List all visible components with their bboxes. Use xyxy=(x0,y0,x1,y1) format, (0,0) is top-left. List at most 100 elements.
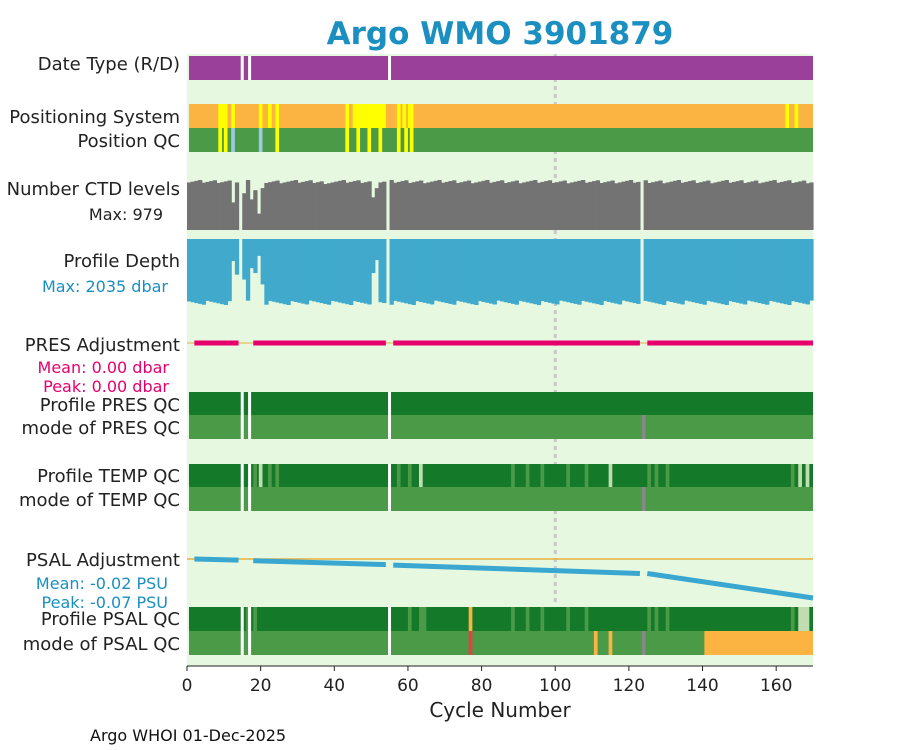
x-tick-label: 120 xyxy=(613,676,645,696)
profile-depth-column xyxy=(544,239,549,302)
ctd-levels-column xyxy=(422,183,427,230)
ctd-levels-column xyxy=(728,182,733,230)
positioning-system-band xyxy=(189,104,813,128)
ctd-levels-column xyxy=(371,197,376,230)
mode-psal-qc-mark xyxy=(704,631,813,655)
ctd-levels-column xyxy=(216,182,221,230)
ctd-levels-column xyxy=(507,182,512,230)
x-axis-ticks: 0 20 40 60 80 100 120 140 160 xyxy=(182,666,792,696)
mode-pres-qc-gap xyxy=(240,415,244,439)
ctd-levels-column xyxy=(187,182,192,230)
profile-depth-column xyxy=(768,239,774,301)
ctd-levels-column xyxy=(231,202,236,230)
profile-depth-column xyxy=(256,239,262,256)
profile-depth-column xyxy=(581,239,586,301)
profile-depth-column xyxy=(466,239,472,304)
profile-depth-column xyxy=(691,239,696,303)
profile-depth-column xyxy=(614,239,619,304)
ctd-levels-column xyxy=(801,180,807,230)
ctd-levels-column xyxy=(503,182,508,230)
ctd-levels-column xyxy=(676,180,682,230)
ctd-levels-column xyxy=(301,181,306,230)
ctd-levels-column xyxy=(750,181,755,230)
profile-depth-column xyxy=(621,239,626,301)
profile-depth-column xyxy=(533,239,538,305)
ctd-levels-column xyxy=(525,181,531,230)
profile-depth-column xyxy=(396,239,402,302)
ctd-levels-column xyxy=(783,181,788,230)
ctd-levels-column xyxy=(441,182,446,230)
positioning-system-mark xyxy=(218,104,228,128)
profile-depth-column xyxy=(367,239,372,305)
date-type-gap xyxy=(248,56,252,80)
label-psal-mean: Mean: -0.02 PSU xyxy=(36,574,168,593)
ctd-levels-column xyxy=(256,213,262,230)
ctd-levels-column xyxy=(393,182,398,230)
ctd-levels-column xyxy=(558,181,564,230)
profile-temp-qc-mark xyxy=(790,464,795,487)
label-pres-adjustment: PRES Adjustment xyxy=(25,335,180,356)
profile-depth-column xyxy=(592,239,597,304)
position-qc-mark xyxy=(409,128,414,152)
profile-depth-column xyxy=(448,239,453,304)
profile-psal-qc-mark xyxy=(584,607,589,631)
ctd-levels-column xyxy=(687,181,693,230)
ctd-levels-column xyxy=(529,180,534,230)
ctd-levels-column xyxy=(573,181,578,230)
profile-depth-column xyxy=(231,239,236,262)
profile-depth-column xyxy=(680,239,685,305)
profile-depth-column xyxy=(500,239,505,302)
profile-depth-column xyxy=(511,239,516,304)
profile-depth-column xyxy=(319,239,324,304)
profile-depth-column xyxy=(470,239,475,305)
profile-temp-qc-mark xyxy=(540,464,545,487)
positioning-system-mark xyxy=(275,104,280,128)
profile-depth-column xyxy=(245,239,251,301)
profile-depth-column xyxy=(223,239,229,305)
label-pres-mean: Mean: 0.00 dbar xyxy=(38,358,170,377)
ctd-levels-column xyxy=(566,183,571,230)
mode-psal-qc-mark xyxy=(608,631,613,655)
ctd-levels-column xyxy=(308,180,313,230)
profile-temp-qc-band xyxy=(189,464,813,487)
x-axis-label: Cycle Number xyxy=(429,698,571,722)
profile-depth-column xyxy=(632,239,637,304)
x-tick-label: 80 xyxy=(471,676,493,696)
ctd-levels-column xyxy=(805,183,810,230)
label-mode-temp-qc: mode of TEMP QC xyxy=(19,490,180,511)
ctd-levels-column xyxy=(319,181,324,230)
profile-temp-qc-mark xyxy=(275,464,280,487)
row-labels: Date Type (R/D) Positioning System Posit… xyxy=(7,54,180,655)
ctd-levels-column xyxy=(680,182,685,230)
profile-depth-column xyxy=(735,239,740,303)
profile-depth-column xyxy=(665,239,670,302)
profile-depth-column xyxy=(488,239,494,304)
ctd-levels-column xyxy=(488,182,494,230)
ctd-levels-column xyxy=(643,180,648,230)
ctd-levels-column xyxy=(334,181,339,230)
label-ctd-max: Max: 979 xyxy=(89,205,163,224)
profile-depth-column xyxy=(514,239,520,305)
psal-adjustment-segment xyxy=(646,571,814,601)
profile-depth-column xyxy=(194,239,199,304)
position-qc-mark xyxy=(223,128,228,152)
profile-psal-qc-gap xyxy=(388,607,392,631)
positioning-system-mark xyxy=(402,104,407,128)
label-position-qc: Position QC xyxy=(77,131,180,152)
ctd-levels-column xyxy=(584,182,589,230)
profile-temp-qc-mark xyxy=(253,464,257,487)
ctd-levels-column xyxy=(647,182,652,230)
ctd-levels-column xyxy=(286,181,291,230)
profile-depth-column xyxy=(728,239,733,302)
profile-psal-qc-mark xyxy=(566,607,570,631)
profile-depth-column xyxy=(746,239,751,301)
ctd-levels-column xyxy=(665,182,670,230)
profile-depth-column xyxy=(588,239,593,303)
profile-depth-column xyxy=(518,239,523,301)
profile-depth-column xyxy=(323,239,328,304)
footer-credit: Argo WHOI 01-Dec-2025 xyxy=(90,726,286,745)
profile-depth-column xyxy=(452,239,457,305)
ctd-levels-column xyxy=(297,182,302,230)
profile-depth-column xyxy=(562,239,567,302)
profile-depth-column xyxy=(242,239,247,280)
